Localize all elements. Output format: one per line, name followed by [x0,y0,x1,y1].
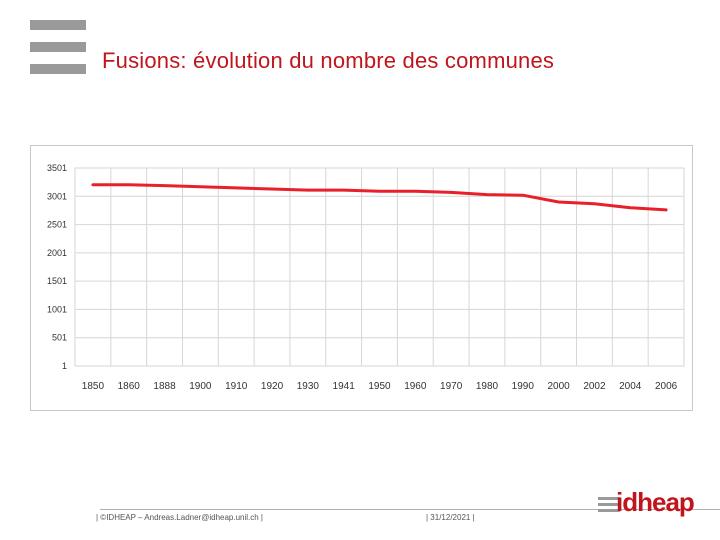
y-tick-label: 2001 [47,248,67,258]
x-tick-label: 1990 [512,381,535,392]
data-point [306,188,310,192]
y-tick-label: 1 [62,361,67,371]
footer-divider [100,509,720,510]
x-tick-label: 1920 [261,381,284,392]
data-point [485,193,489,196]
logo-bar [30,20,86,30]
logo-stripe [598,509,620,512]
series-line [91,183,668,212]
logo-stripe [598,503,620,506]
x-tick-label: 1950 [368,381,391,392]
data-point [449,191,453,194]
x-tick-label: 1900 [189,381,212,392]
y-tick-label: 501 [52,333,67,343]
line-chart: 3501 3001 2501 2001 1501 1001 501 1 1850 1860 1888… [47,163,685,392]
y-tick-label: 2501 [47,220,67,230]
logo-bar [30,64,86,74]
hamburger-bars-icon [30,20,86,76]
footer-contact: | ©IDHEAP – Andreas.Ladner@idheap.unil.c… [96,513,264,522]
logo-wordmark: idheap [616,487,695,517]
plot-area [74,167,685,367]
chart-container: 3501 3001 2501 2001 1501 1001 501 1 1850 1860 1888… [30,145,693,411]
x-tick-label: 1910 [225,381,248,392]
y-tick-label: 1001 [47,304,67,314]
x-tick-label: 1960 [404,381,427,392]
slide-title: Fusions: évolution du nombre des commune… [102,48,555,73]
x-tick-label: 1941 [333,381,356,392]
data-point [199,185,202,188]
y-tick-label: 3501 [47,163,67,173]
x-tick-label: 1860 [118,381,141,392]
data-point [127,183,130,186]
data-point [593,202,596,205]
y-tick-label: 3001 [47,191,67,201]
data-point [664,208,668,212]
y-tick-label: 1501 [47,276,67,286]
x-tick-label: 2002 [583,381,606,392]
idheap-logo: idheap [598,487,695,521]
footer-date: | 31/12/2021 | [426,513,475,522]
x-tick-label: 1850 [82,381,105,392]
data-point [521,194,524,197]
x-tick-label: 1980 [476,381,499,392]
x-tick-label: 1970 [440,381,463,392]
x-tick-label: 1888 [153,381,176,392]
data-point [270,187,274,191]
data-point [235,186,238,190]
x-tick-label: 2006 [655,381,678,392]
data-point [163,184,166,187]
logo-bar [30,42,86,52]
data-point [91,183,95,186]
data-point [378,190,381,193]
data-point [557,200,560,204]
x-tick-label: 2004 [619,381,642,392]
data-point [342,188,345,192]
logo-stripe [598,497,620,500]
data-point [629,206,632,209]
x-tick-label: 1930 [297,381,320,392]
data-point [414,190,417,193]
x-tick-label: 2000 [547,381,570,392]
